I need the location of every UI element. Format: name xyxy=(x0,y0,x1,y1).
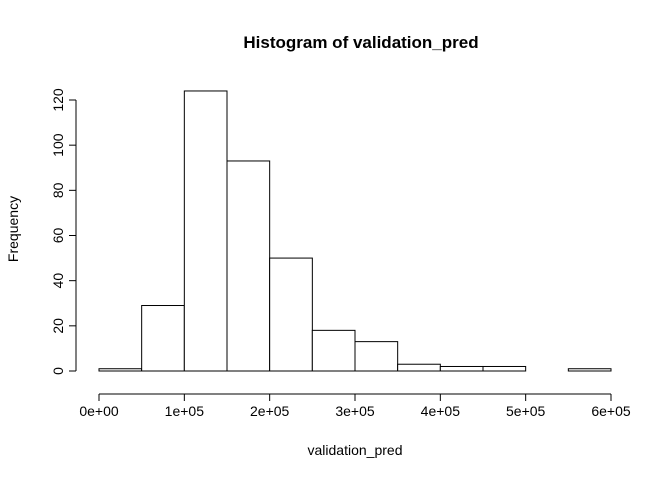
histogram-bar xyxy=(98,368,143,372)
histogram-bar xyxy=(354,341,399,372)
x-tick-label: 4e+05 xyxy=(421,403,461,419)
histogram-bar xyxy=(567,368,612,372)
y-tick-label: 0 xyxy=(50,367,66,375)
y-tick-label: 20 xyxy=(50,318,66,334)
chart-title: Histogram of validation_pred xyxy=(243,33,478,52)
y-axis: 0 20 40 60 80 100 120 xyxy=(50,88,77,375)
histogram-bar xyxy=(141,305,185,372)
y-tick-label: 40 xyxy=(50,273,66,289)
histogram-bar xyxy=(269,257,313,372)
x-axis: 0e+00 1e+05 2e+05 3e+05 4e+05 5e+05 6e+05 xyxy=(79,393,631,419)
y-axis-label: Frequency xyxy=(5,196,21,262)
y-tick-label: 60 xyxy=(50,228,66,244)
x-tick-label: 1e+05 xyxy=(165,403,205,419)
histogram-bar xyxy=(311,329,356,372)
x-tick-label: 3e+05 xyxy=(335,403,375,419)
x-tick-label: 6e+05 xyxy=(591,403,631,419)
histogram-bar xyxy=(482,365,527,372)
histogram-bar xyxy=(397,363,441,372)
histogram-bar xyxy=(183,90,228,372)
histogram-bar xyxy=(226,160,271,372)
x-axis-label: validation_pred xyxy=(308,442,403,458)
x-tick-label: 0e+00 xyxy=(79,403,119,419)
bars-group xyxy=(98,90,612,372)
x-tick-label: 2e+05 xyxy=(250,403,290,419)
x-tick-label: 5e+05 xyxy=(506,403,546,419)
y-tick-label: 120 xyxy=(50,88,66,112)
y-tick-label: 80 xyxy=(50,182,66,198)
y-tick-label: 100 xyxy=(50,133,66,157)
histogram-bar xyxy=(439,365,484,372)
